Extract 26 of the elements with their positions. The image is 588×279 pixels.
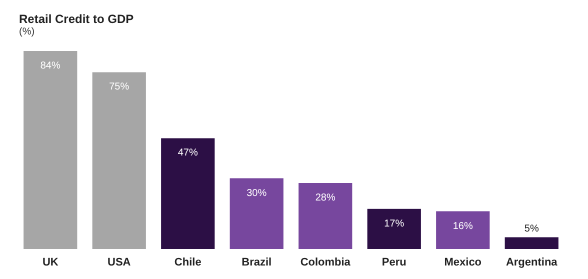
bar [92, 72, 146, 249]
x-tick-label: Argentina [506, 256, 558, 268]
x-tick-label: Mexico [444, 256, 482, 268]
bar [298, 183, 352, 249]
data-label: 16% [452, 220, 473, 232]
data-label: 5% [524, 224, 539, 235]
x-tick-label: Chile [174, 256, 202, 268]
data-label: 30% [246, 188, 267, 199]
bar [230, 178, 284, 249]
data-label: 84% [40, 60, 60, 72]
data-label: 28% [315, 192, 336, 204]
x-tick-label: Colombia [300, 256, 352, 268]
bar [436, 211, 490, 249]
data-label: 75% [109, 82, 130, 93]
bar [504, 237, 558, 249]
x-tick-label: USA [108, 256, 131, 268]
chart-subtitle: (%) [19, 26, 35, 38]
x-tick-label: UK [42, 256, 58, 268]
bar [24, 51, 78, 249]
bar [161, 138, 215, 249]
x-tick-label: Peru [382, 256, 406, 268]
data-label: 17% [384, 218, 404, 230]
chart-title: Retail Credit to GDP [19, 12, 134, 26]
data-label: 47% [178, 148, 198, 159]
x-tick-label: Brazil [242, 256, 272, 268]
bar [367, 208, 421, 249]
